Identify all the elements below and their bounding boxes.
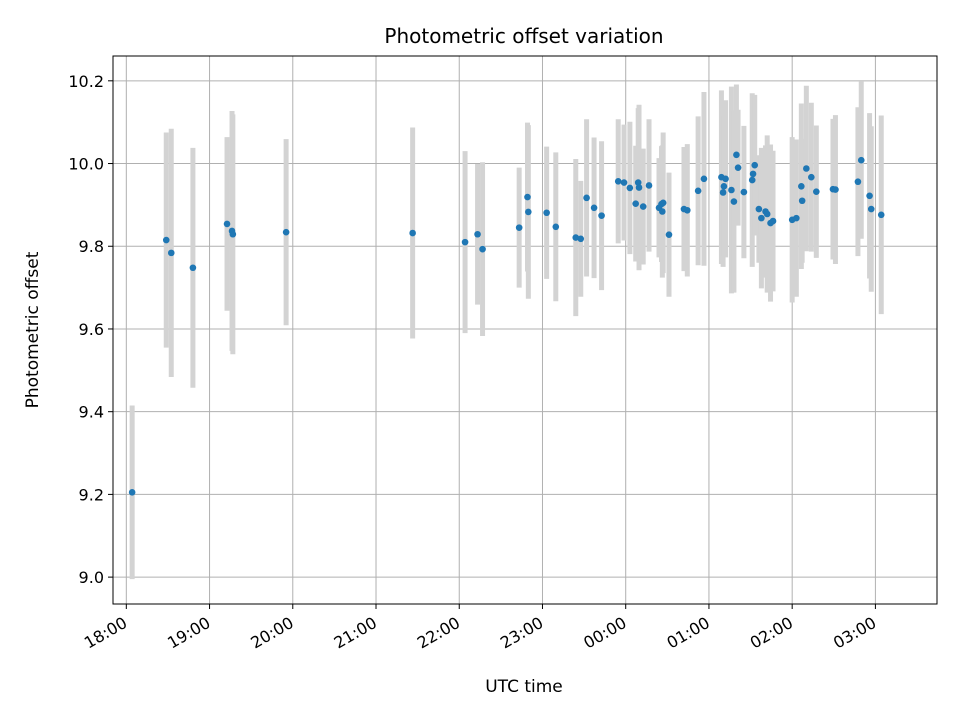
data-point bbox=[659, 199, 667, 207]
data-point bbox=[763, 210, 771, 218]
data-point bbox=[694, 187, 702, 195]
data-point bbox=[719, 189, 727, 196]
data-point bbox=[189, 264, 197, 272]
y-tick-label: 10.0 bbox=[68, 155, 104, 174]
x-tick-label: 20:00 bbox=[247, 613, 296, 653]
data-point bbox=[803, 165, 810, 172]
data-point bbox=[758, 214, 765, 222]
data-point bbox=[728, 186, 735, 194]
plot-frame bbox=[112, 55, 938, 605]
y-tick-label: 9.6 bbox=[79, 320, 104, 339]
data-point bbox=[282, 228, 290, 236]
data-point bbox=[590, 204, 598, 212]
y-tick-label: 9.8 bbox=[79, 237, 104, 256]
data-point bbox=[515, 224, 523, 231]
data-point bbox=[634, 179, 642, 186]
data-point bbox=[524, 193, 531, 201]
data-point bbox=[552, 223, 560, 231]
x-tick-label: 18:00 bbox=[81, 613, 130, 653]
data-points bbox=[128, 151, 885, 496]
data-point bbox=[740, 188, 748, 196]
x-axis-title: UTC time bbox=[485, 677, 563, 697]
data-point bbox=[223, 220, 231, 228]
data-point bbox=[229, 230, 237, 238]
data-point bbox=[877, 211, 885, 219]
data-point bbox=[543, 209, 550, 217]
data-point bbox=[734, 164, 742, 171]
data-point bbox=[769, 217, 777, 225]
y-tick-label: 9.2 bbox=[79, 485, 104, 504]
data-point bbox=[626, 184, 634, 192]
data-point bbox=[167, 249, 175, 257]
chart-title: Photometric offset variation bbox=[384, 24, 663, 48]
data-point bbox=[659, 208, 666, 215]
data-point bbox=[755, 205, 763, 213]
data-point bbox=[479, 245, 486, 253]
data-point bbox=[639, 203, 647, 210]
error-bars bbox=[129, 81, 884, 580]
data-point bbox=[867, 205, 875, 213]
data-point bbox=[409, 229, 416, 237]
data-point bbox=[614, 178, 622, 185]
y-axis-title: Photometric offset bbox=[23, 251, 43, 408]
y-tick-label: 9.0 bbox=[79, 568, 104, 587]
data-point bbox=[733, 151, 740, 159]
data-point bbox=[720, 182, 728, 190]
data-point bbox=[748, 176, 756, 184]
x-tick-label: 01:00 bbox=[664, 613, 713, 653]
data-point bbox=[813, 188, 820, 195]
data-point bbox=[793, 214, 800, 222]
grid-lines bbox=[113, 56, 937, 604]
data-point bbox=[808, 173, 815, 181]
data-point bbox=[577, 235, 585, 243]
data-point bbox=[866, 192, 873, 200]
x-tick-label: 03:00 bbox=[830, 613, 879, 653]
data-point bbox=[128, 489, 136, 496]
data-point bbox=[635, 184, 643, 191]
data-point bbox=[665, 231, 673, 238]
data-point bbox=[798, 197, 806, 205]
data-point bbox=[730, 198, 738, 205]
data-point bbox=[700, 175, 708, 183]
data-point bbox=[474, 230, 481, 238]
data-point bbox=[598, 212, 605, 219]
data-point bbox=[572, 234, 580, 241]
data-point bbox=[461, 238, 469, 246]
data-point bbox=[854, 178, 862, 186]
data-point bbox=[632, 200, 639, 207]
data-point bbox=[749, 170, 757, 178]
y-tick-label: 10.2 bbox=[68, 72, 104, 91]
x-tick-label: 02:00 bbox=[747, 613, 796, 653]
data-point bbox=[751, 161, 759, 169]
x-tick-label: 19:00 bbox=[164, 613, 213, 653]
data-point bbox=[798, 182, 805, 190]
x-tick-label: 22:00 bbox=[414, 613, 463, 653]
data-point bbox=[832, 186, 839, 193]
data-point bbox=[684, 206, 691, 214]
data-point bbox=[162, 236, 170, 244]
y-tick-label: 9.4 bbox=[79, 403, 104, 422]
data-point bbox=[857, 156, 865, 164]
x-tick-label: 21:00 bbox=[331, 613, 380, 653]
x-tick-label: 23:00 bbox=[497, 613, 546, 653]
data-point bbox=[620, 179, 628, 186]
x-tick-label: 00:00 bbox=[580, 613, 629, 653]
data-point bbox=[722, 175, 729, 183]
data-point bbox=[525, 208, 532, 216]
data-point bbox=[645, 182, 653, 189]
data-point bbox=[583, 194, 590, 202]
